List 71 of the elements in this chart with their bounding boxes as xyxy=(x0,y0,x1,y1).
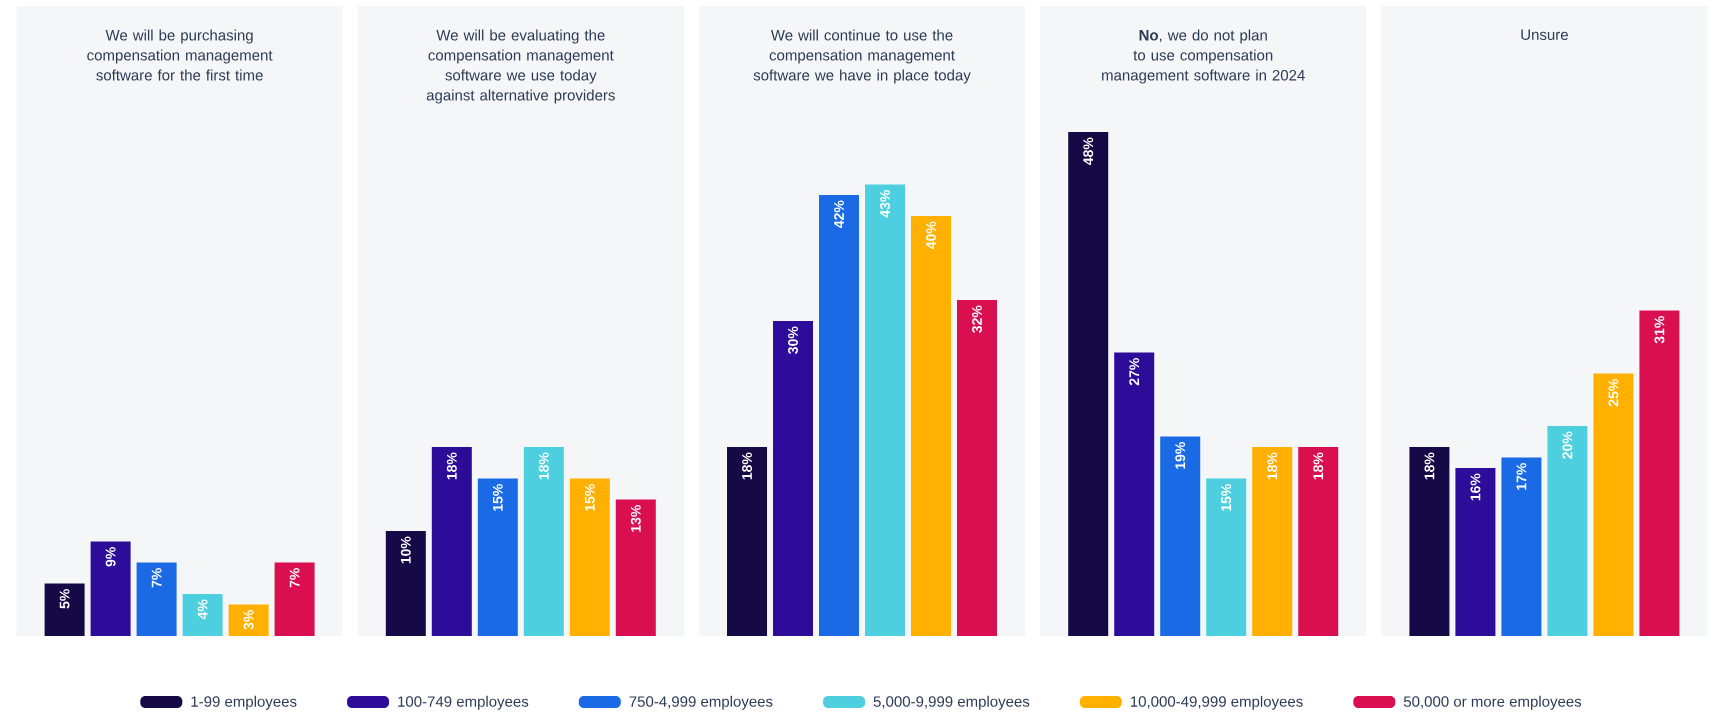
bar xyxy=(727,447,768,636)
data-label: 32% xyxy=(972,305,982,333)
bar xyxy=(569,478,610,636)
legend-label: 1-99 employees xyxy=(191,695,297,710)
data-label: 18% xyxy=(1424,452,1435,480)
data-label: 16% xyxy=(1470,473,1481,501)
bar xyxy=(90,541,131,636)
text: We will be purchasing compensation management software for the first time xyxy=(87,29,273,81)
bar xyxy=(1547,426,1588,636)
data-label: 19% xyxy=(1175,442,1186,469)
bar xyxy=(911,216,952,636)
data-label: 48% xyxy=(1083,137,1094,165)
bar xyxy=(477,478,518,636)
bar xyxy=(1501,457,1542,636)
bar xyxy=(182,594,223,636)
data-label: 13% xyxy=(630,505,641,532)
bar xyxy=(1455,468,1496,636)
data-label: 25% xyxy=(1608,379,1619,407)
data-label: 7% xyxy=(289,568,300,588)
legend-label: 10,000-49,999 employees xyxy=(1130,695,1303,710)
bar xyxy=(136,562,177,636)
bar xyxy=(228,604,269,636)
data-label: 15% xyxy=(584,484,595,511)
data-label: 18% xyxy=(446,452,457,480)
data-label: 27% xyxy=(1129,358,1140,386)
bar xyxy=(1114,352,1155,636)
data-label: 18% xyxy=(1313,452,1324,480)
data-label: 30% xyxy=(788,326,798,354)
data-label: 15% xyxy=(1221,484,1232,511)
legend-label: 5,000-9,999 employees xyxy=(873,695,1030,710)
legend-label: 50,000 or more employees xyxy=(1403,695,1582,710)
bar xyxy=(385,531,426,636)
bar xyxy=(819,195,860,636)
text: No, we do not plan to use compensation management software in 2024 xyxy=(1102,29,1305,84)
bar xyxy=(865,184,906,636)
data-label: 18% xyxy=(1267,452,1278,480)
bar xyxy=(44,583,85,636)
text: Unsure xyxy=(1521,29,1568,40)
bar xyxy=(1068,132,1109,636)
data-label: 42% xyxy=(834,200,844,228)
data-label: 3% xyxy=(243,610,254,630)
bar xyxy=(957,300,998,636)
data-label: 9% xyxy=(105,547,116,567)
data-label: 18% xyxy=(742,452,752,480)
data-label: 15% xyxy=(492,484,503,511)
text: We will be evaluating the compensation management software we use today against alternative providers xyxy=(426,29,615,104)
bar xyxy=(1593,373,1634,636)
data-label: 17% xyxy=(1516,463,1527,490)
data-label: 40% xyxy=(926,221,936,249)
legend-label: 750-4,999 employees xyxy=(629,695,773,710)
bar xyxy=(523,447,564,636)
bar xyxy=(1160,436,1201,636)
bar xyxy=(274,562,315,636)
bar xyxy=(615,499,656,636)
legend-label: 100-749 employees xyxy=(398,695,529,710)
text: We will continue to use the compensation management software we have in place today xyxy=(753,29,971,84)
data-label: 20% xyxy=(1562,431,1573,459)
bar xyxy=(773,321,814,636)
bar xyxy=(1639,310,1680,636)
bar xyxy=(431,447,472,636)
data-label: 43% xyxy=(880,190,890,218)
data-label: 7% xyxy=(151,568,162,588)
bar xyxy=(1298,447,1339,636)
data-label: 31% xyxy=(1654,316,1665,344)
data-label: 5% xyxy=(59,589,70,609)
bar xyxy=(1409,447,1450,636)
bar xyxy=(1206,478,1247,636)
data-label: 4% xyxy=(197,599,208,620)
bar xyxy=(1252,447,1293,636)
data-label: 18% xyxy=(538,452,549,480)
data-label: 10% xyxy=(400,536,411,564)
